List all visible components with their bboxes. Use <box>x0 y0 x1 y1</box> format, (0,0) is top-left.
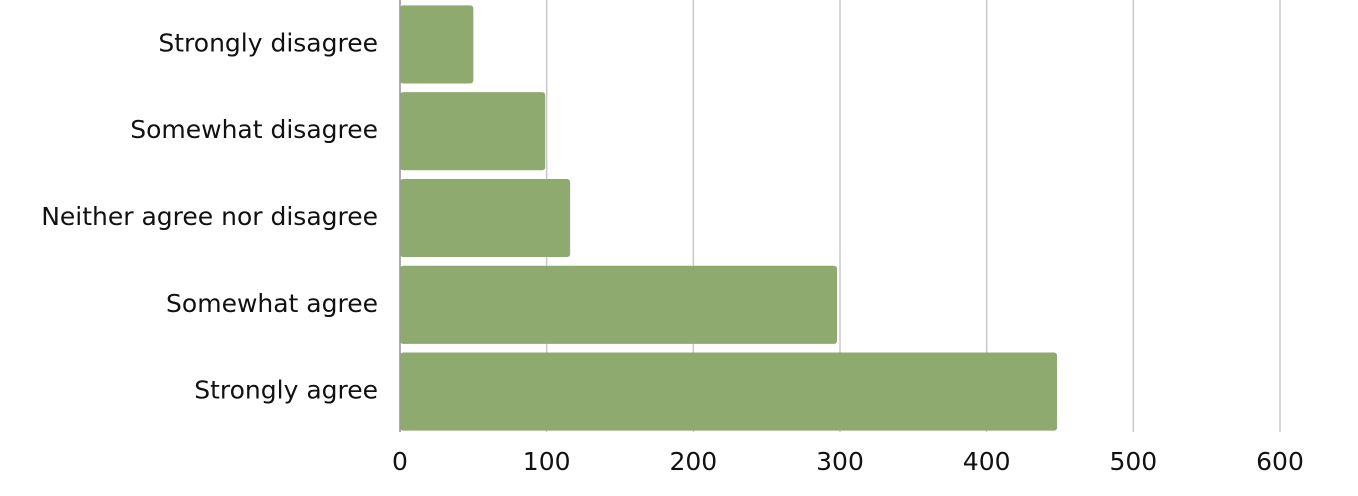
x-tick-label: 400 <box>963 447 1011 476</box>
x-tick-label: 200 <box>669 447 717 476</box>
bar <box>400 352 1058 431</box>
bar <box>400 5 474 84</box>
y-tick-label: Somewhat disagree <box>130 115 378 144</box>
y-tick-label: Neither agree nor disagree <box>41 202 378 231</box>
bar <box>400 178 571 258</box>
bar <box>400 92 546 171</box>
x-tick-label: 500 <box>1109 447 1157 476</box>
x-tick-label: 300 <box>816 447 864 476</box>
y-tick-label: Strongly agree <box>194 376 378 405</box>
x-tick-label: 100 <box>523 447 571 476</box>
x-tick-label: 600 <box>1256 447 1304 476</box>
y-tick-label: Strongly disagree <box>158 28 378 57</box>
x-tick-label: 0 <box>392 447 408 476</box>
y-tick-label: Somewhat agree <box>166 289 378 318</box>
bar <box>400 265 838 344</box>
